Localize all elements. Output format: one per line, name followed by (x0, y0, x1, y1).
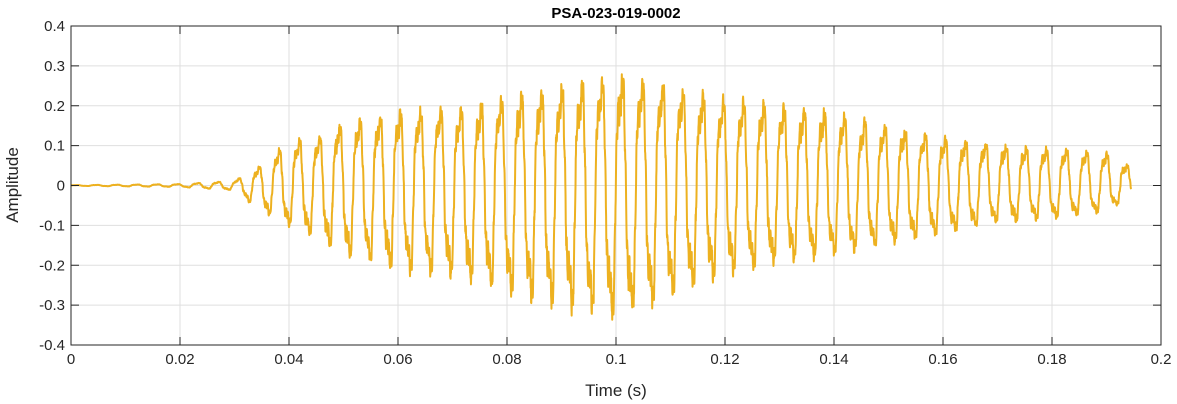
x-tick-label: 0 (67, 351, 75, 368)
x-tick-label: 0.12 (710, 351, 739, 368)
x-tick-label: 0.1 (606, 351, 627, 368)
y-tick-label: 0.2 (44, 98, 65, 115)
y-tick-label: 0.4 (44, 18, 65, 35)
y-tick-label: -0.4 (39, 337, 65, 354)
series-line (70, 73, 1133, 321)
x-tick-label: 0.08 (492, 351, 521, 368)
y-tick-label: -0.1 (39, 217, 65, 234)
y-axis-label: Amplitude (3, 147, 22, 223)
x-tick-label: 0.16 (928, 351, 957, 368)
y-axis-ticks: -0.4 -0.3 -0.2 -0.1 0 0.1 0.2 0.3 0.4 (39, 18, 1161, 354)
x-axis-ticks: 0 0.02 0.04 0.06 0.08 0.1 0.12 0.14 0.16 0.18 0.2 (67, 26, 1172, 368)
y-tick-label: -0.3 (39, 297, 65, 314)
x-axis-label: Time (s) (585, 381, 647, 400)
x-tick-label: 0.02 (165, 351, 194, 368)
y-tick-label: -0.2 (39, 257, 65, 274)
y-tick-label: 0.3 (44, 58, 65, 75)
x-tick-label: 0.2 (1151, 351, 1172, 368)
x-tick-label: 0.18 (1037, 351, 1066, 368)
y-tick-label: 0 (57, 178, 65, 195)
series-layer (70, 73, 1133, 321)
x-tick-label: 0.14 (819, 351, 848, 368)
x-tick-label: 0.04 (274, 351, 303, 368)
x-tick-label: 0.06 (383, 351, 412, 368)
y-tick-label: 0.1 (44, 138, 65, 155)
chart-title: PSA-023-019-0002 (551, 5, 680, 22)
